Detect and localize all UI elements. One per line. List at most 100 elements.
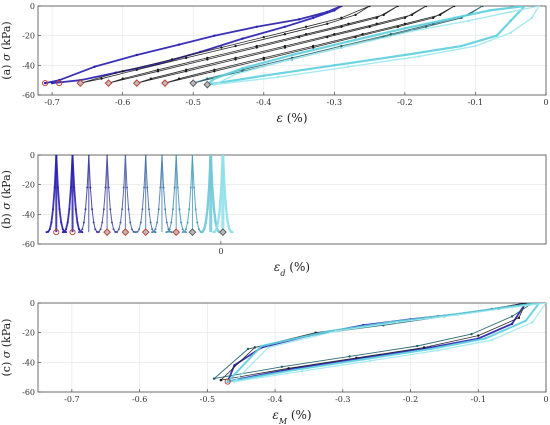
y-tick-label: -20 (22, 181, 35, 190)
series-point (226, 380, 229, 383)
spike-point (121, 208, 124, 211)
spike-point (84, 208, 87, 211)
spike-point (223, 186, 226, 189)
series-point (340, 44, 343, 48)
x-tick-label: -0.3 (327, 98, 342, 107)
spike-point (215, 228, 218, 231)
y-tick-label: -40 (22, 61, 35, 70)
spike-point (53, 186, 56, 189)
series-point (255, 25, 258, 28)
series-point (460, 44, 463, 48)
series-point (416, 344, 419, 348)
series-point (326, 10, 329, 14)
y-tick-label: -20 (22, 329, 35, 338)
spike-point (162, 186, 165, 189)
series-point (184, 68, 188, 71)
series-point (467, 19, 470, 23)
spike-point (212, 231, 215, 234)
spike-point (61, 228, 64, 231)
series-point (438, 13, 442, 17)
spike-point (139, 221, 142, 224)
series-point (509, 19, 512, 23)
series-point (135, 53, 138, 57)
series-point (537, 6, 541, 8)
plot-area (43, 6, 541, 86)
spike-point (154, 228, 157, 231)
spike-point (206, 208, 209, 211)
spike-point (114, 231, 117, 234)
spike-point (47, 230, 50, 233)
spike-point (167, 230, 170, 233)
series-point (213, 34, 216, 37)
spike-point (199, 231, 202, 234)
series-point (544, 303, 546, 305)
x-tick-label: -0.3 (335, 395, 350, 404)
series-line (80, 6, 371, 84)
series-point (156, 68, 160, 71)
spike-point (76, 221, 79, 224)
spike-point (189, 186, 192, 189)
series-point (403, 27, 407, 30)
series-point (297, 18, 301, 21)
spike-point (130, 228, 133, 231)
spike-point (181, 228, 184, 231)
spike-point (168, 228, 171, 231)
axes-box (37, 302, 547, 393)
series-point (255, 44, 258, 48)
series-line (108, 6, 399, 84)
series-point (354, 13, 357, 17)
marker-diamond (104, 79, 113, 87)
marker-diamond (188, 228, 197, 236)
series-point (43, 81, 47, 85)
x-tick-label: 0 (543, 98, 548, 107)
series-point (334, 329, 338, 333)
plot-area (45, 155, 234, 234)
spike-point (165, 231, 168, 234)
series-point (262, 56, 265, 60)
marker-diamond (132, 79, 141, 87)
spike-point (91, 208, 94, 211)
spike-point (50, 221, 53, 224)
series-point (530, 16, 534, 20)
series-line (213, 303, 533, 380)
marker-diamond (103, 228, 111, 236)
spike-point (151, 231, 154, 234)
series-point (456, 313, 460, 317)
spike-point (65, 228, 68, 231)
spike-point (106, 155, 109, 156)
spike-point (184, 231, 187, 234)
series-point (436, 349, 439, 352)
series-line (206, 6, 526, 86)
marker-circle (53, 229, 60, 236)
spike-point (92, 221, 95, 224)
spike-point (209, 155, 212, 156)
series-point (287, 367, 290, 370)
series-point (488, 9, 491, 12)
marker-circle (224, 378, 231, 385)
series-point (280, 365, 284, 368)
spike-point (201, 230, 204, 233)
x-tick-label: -0.5 (200, 395, 215, 404)
series-point (424, 25, 428, 28)
series-line (226, 303, 541, 383)
series-point (333, 9, 336, 12)
x-tick-label: -0.5 (186, 98, 201, 107)
series-point (453, 6, 456, 8)
series-point (375, 22, 378, 25)
series-point (121, 70, 124, 73)
marker-diamond (172, 228, 181, 236)
spike-point (101, 221, 104, 224)
x-tick-label: -0.1 (471, 395, 486, 404)
series-point (431, 16, 435, 20)
series-point (509, 10, 512, 14)
spike-point (82, 221, 85, 224)
spike-point (60, 221, 63, 224)
series-point (328, 329, 331, 333)
spike-point (169, 230, 172, 233)
spike-point (173, 186, 176, 189)
x-tick-label: -0.6 (132, 395, 147, 404)
spike-point (165, 221, 168, 224)
y-tick-label: 0 (30, 2, 35, 11)
series-point (531, 321, 534, 324)
